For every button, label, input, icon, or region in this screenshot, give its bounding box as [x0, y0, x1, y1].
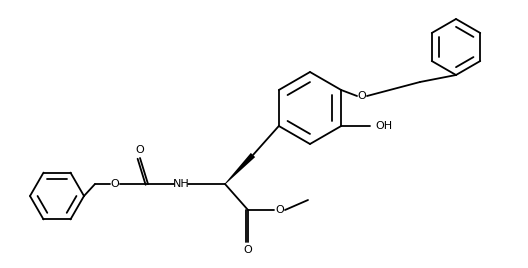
Text: O: O	[243, 245, 252, 255]
Text: OH: OH	[375, 121, 392, 131]
Text: O: O	[136, 145, 144, 155]
Text: O: O	[111, 179, 119, 189]
Text: O: O	[357, 91, 366, 101]
Text: NH: NH	[173, 179, 190, 189]
Polygon shape	[225, 153, 255, 184]
Text: O: O	[276, 205, 285, 215]
